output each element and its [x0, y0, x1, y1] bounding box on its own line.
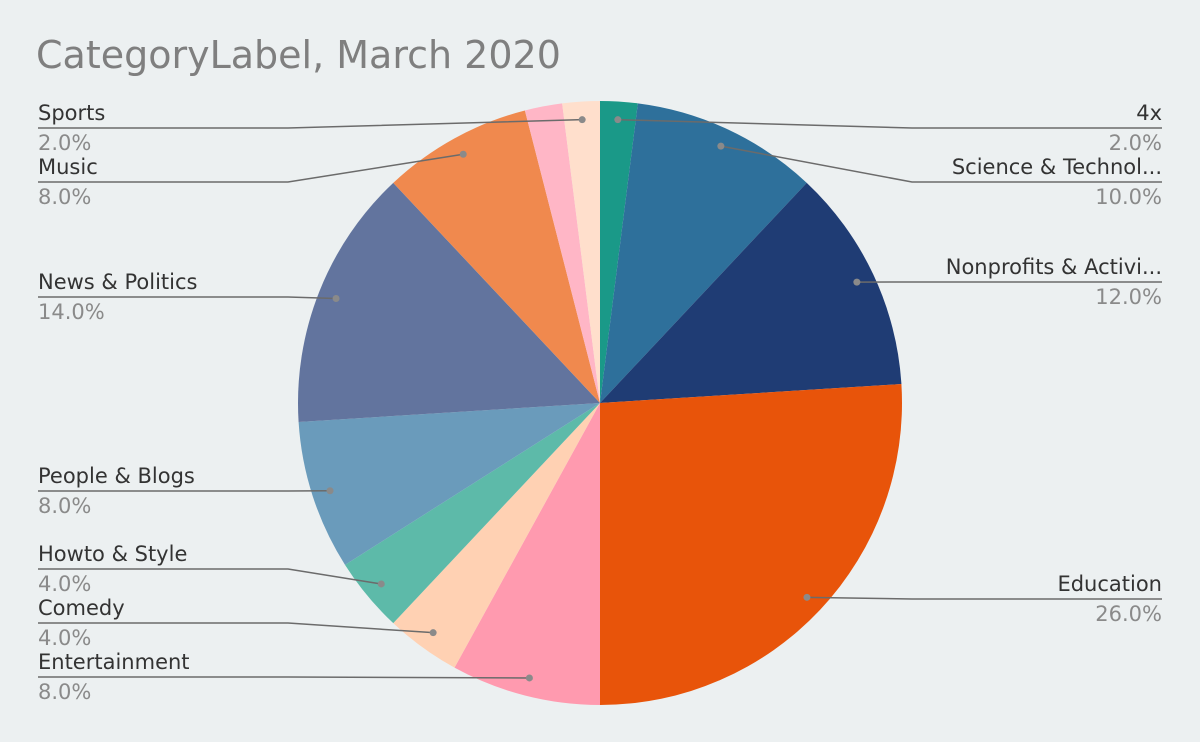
slice-value-label: 4.0% — [38, 572, 91, 596]
slice-value-label: 14.0% — [38, 300, 105, 324]
leader-dot — [332, 294, 340, 302]
pie-slice — [600, 103, 807, 404]
slice-value-label: 10.0% — [1095, 185, 1162, 209]
slice-label: Entertainment — [38, 650, 190, 674]
pie-slice — [600, 182, 902, 403]
pie-slice — [393, 403, 600, 668]
pie-slice — [600, 101, 638, 403]
leader-line — [38, 568, 382, 585]
pie-slice — [454, 403, 600, 705]
slice-label: Sports — [38, 101, 105, 125]
leader-line — [806, 596, 1162, 600]
leader-dot — [377, 580, 385, 588]
leader-dot — [853, 278, 861, 286]
slice-label: Music — [38, 155, 98, 179]
slice-label: Science & Technol... — [952, 155, 1162, 179]
leader-dot — [717, 142, 725, 150]
leader-dot — [614, 116, 622, 124]
leader-dot — [578, 116, 586, 124]
leader-line — [38, 118, 583, 129]
leader-dot — [459, 150, 467, 158]
leader-line — [617, 118, 1162, 129]
slice-value-label: 2.0% — [38, 131, 91, 155]
pie-slice — [298, 182, 600, 422]
pie-slice — [524, 103, 600, 404]
slice-value-label: 8.0% — [38, 494, 91, 518]
leader-line — [38, 296, 337, 300]
slice-value-label: 12.0% — [1095, 285, 1162, 309]
slice-value-label: 26.0% — [1095, 602, 1162, 626]
slice-label: Howto & Style — [38, 542, 187, 566]
leader-line — [38, 153, 464, 183]
pie-slice — [600, 384, 902, 705]
slice-value-label: 8.0% — [38, 680, 91, 704]
slice-label: People & Blogs — [38, 464, 195, 488]
leader-dot — [803, 593, 811, 601]
slice-label: Comedy — [38, 596, 125, 620]
leader-line — [38, 622, 434, 634]
slice-value-label: 4.0% — [38, 626, 91, 650]
leader-line — [38, 676, 530, 679]
slice-label: Education — [1057, 572, 1162, 596]
slice-value-label: 8.0% — [38, 185, 91, 209]
leader-dot — [525, 674, 533, 682]
slice-label: Nonprofits & Activi... — [946, 255, 1162, 279]
slice-value-label: 2.0% — [1109, 131, 1162, 155]
leader-dot — [429, 629, 437, 637]
pie-slice — [345, 403, 600, 624]
leader-dot — [326, 487, 334, 495]
chart-title: CategoryLabel, March 2020 — [36, 33, 561, 77]
slice-label: News & Politics — [38, 270, 197, 294]
pie-slice — [393, 110, 600, 403]
leader-line — [720, 145, 1162, 183]
pie-slice — [562, 101, 600, 403]
slice-label: 4x — [1136, 101, 1162, 125]
pie-slice — [298, 403, 600, 565]
